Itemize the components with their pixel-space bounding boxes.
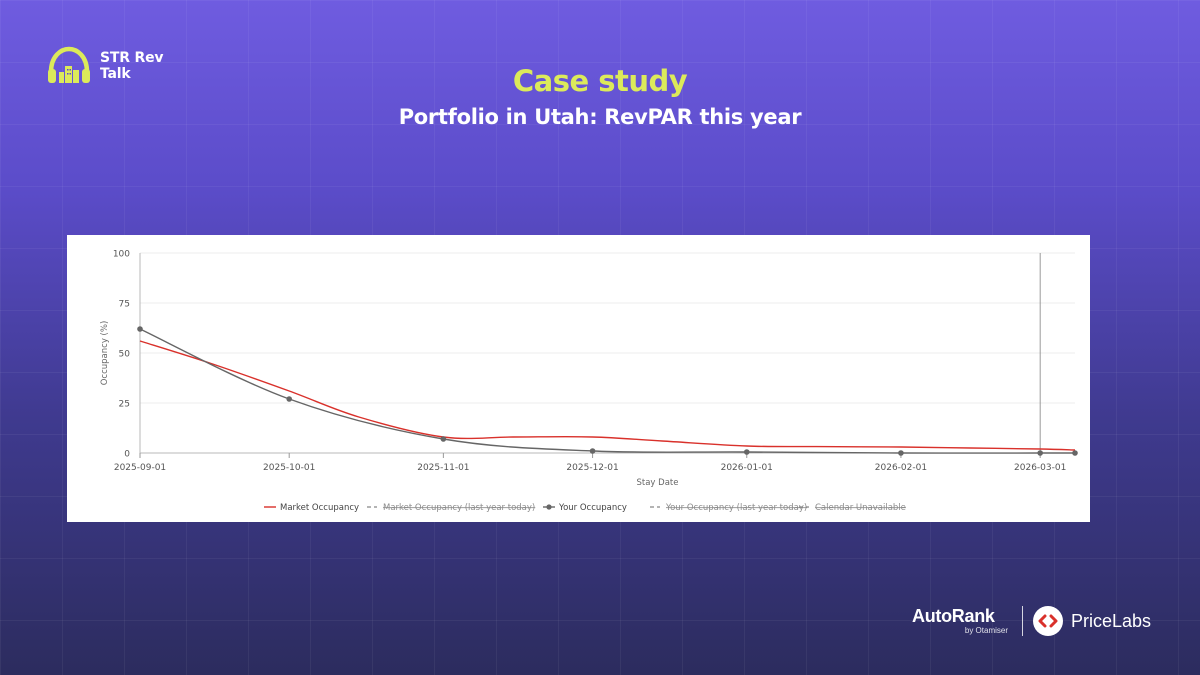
y-tick-label: 100 [113,250,130,260]
x-axis-title: Stay Date [637,478,679,488]
legend-label: Market Occupancy [280,503,359,513]
your-occupancy-point [137,326,143,332]
pricelabs-name: PriceLabs [1071,610,1152,631]
page-title: Case study [512,64,688,98]
legend-label: Your Occupancy (last year today) [665,503,807,513]
autorank-byline: by Otamiser [964,626,1008,635]
your-occupancy-point [1037,450,1043,456]
legend-swatch-marker [546,504,552,510]
legend-label: Market Occupancy (last year today) [383,503,535,513]
x-tick-label: 2025-09-01 [114,463,166,473]
y-tick-label: 50 [119,350,131,360]
y-tick-label: 75 [119,300,130,310]
your-occupancy-point [743,449,750,455]
x-tick-label: 2025-12-01 [566,463,618,473]
chart-card: 0 25 50 75 100 2025-09-01 2025-10-01 2025-11-01… [67,235,1090,522]
x-tick-label: 2026-01-01 [721,463,773,473]
legend-item-your-occupancy: Your Occupancy [543,503,627,513]
pricelabs-chevrons-icon [1033,606,1063,636]
brand-name-line1: STR Rev [100,50,164,66]
x-tick-label: 2025-11-01 [417,463,469,473]
x-tick-label: 2025-10-01 [263,463,315,473]
brand: STR Rev Talk [46,46,163,86]
y-tick-label: 25 [119,400,130,410]
autorank-logo: AutoRank by Otamiser [912,607,1012,635]
legend-item-your-occupancy-last-year-today-: Your Occupancy (last year today) [650,503,807,513]
legend-item-market-occupancy: Market Occupancy [264,503,359,513]
your-occupancy-point [589,448,596,454]
x-tick-label: 2026-02-01 [875,463,927,473]
legend-item-market-occupancy-last-year-today-: Market Occupancy (last year today) [367,503,535,513]
occupancy-chart: 0 25 50 75 100 2025-09-01 2025-10-01 2025-11-01… [100,250,1078,513]
headphones-city-icon [48,46,90,83]
legend-label: Calendar Unavailable [815,503,906,513]
market-occupancy-line [139,340,1076,451]
logo-divider [1022,606,1023,636]
your-occupancy-point [286,396,293,402]
your-occupancy-point [440,436,447,442]
your-occupancy-line [139,328,1075,454]
x-tick-label: 2026-03-01 [1014,463,1066,473]
legend-label: Your Occupancy [558,503,627,513]
legend-item-calendar-unavailable: Calendar Unavailable [799,503,906,513]
brand-name-line2: Talk [100,66,131,82]
autorank-name: AutoRank [912,606,995,626]
your-occupancy-point [1072,450,1078,456]
y-tick-label: 0 [124,450,130,460]
your-occupancy-point [898,450,904,456]
y-axis-title: Occupancy (%) [100,321,110,386]
page-subtitle: Portfolio in Utah: RevPAR this year [398,105,802,129]
footer-logos: AutoRank by Otamiser PriceLabs [912,606,1151,636]
